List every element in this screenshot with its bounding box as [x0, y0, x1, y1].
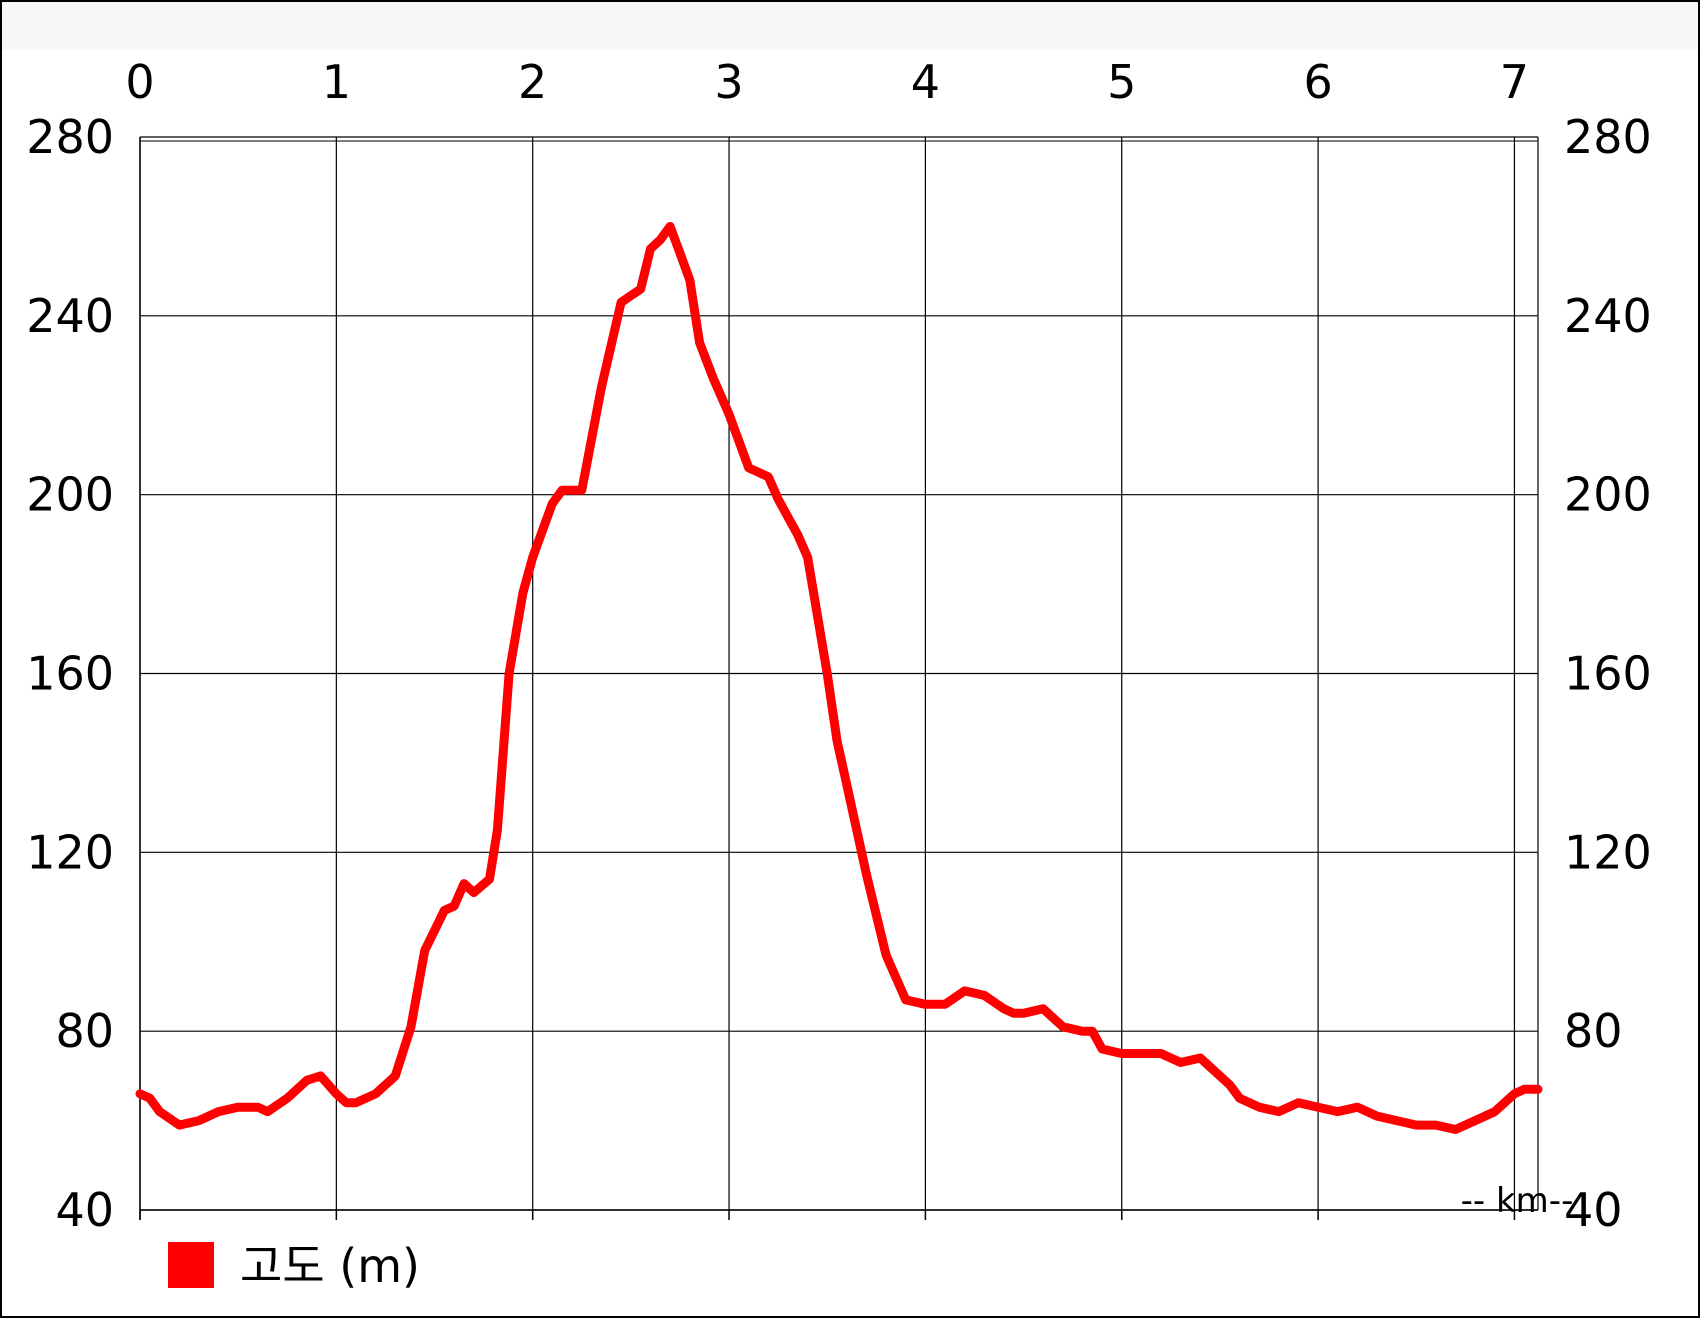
y-tick-label-left-6: 280 — [26, 110, 114, 164]
y-tick-labels-right: 40 80 120 160 200 240 280 — [1564, 110, 1652, 1237]
y-tick-label-left-2: 120 — [26, 825, 114, 879]
y-tick-label-right-0: 40 — [1564, 1183, 1623, 1237]
y-tick-label-left-3: 160 — [26, 647, 114, 701]
y-tick-label-right-3: 160 — [1564, 647, 1652, 701]
legend-label: 고도 (m) — [240, 1239, 420, 1293]
x-tick-label-2: 2 — [518, 55, 547, 109]
grid-lines — [139, 136, 1539, 1211]
y-tick-label-right-5: 240 — [1564, 289, 1652, 343]
legend-swatch — [168, 1242, 214, 1288]
y-tick-label-left-0: 40 — [55, 1183, 114, 1237]
y-tick-labels-left: 40 80 120 160 200 240 280 — [26, 110, 114, 1237]
x-tick-label-5: 5 — [1107, 55, 1136, 109]
y-tick-label-right-4: 200 — [1564, 468, 1652, 522]
y-tick-label-right-1: 80 — [1564, 1004, 1623, 1058]
y-tick-label-right-6: 280 — [1564, 110, 1652, 164]
series-layer — [135, 221, 1543, 1134]
x-tick-label-3: 3 — [714, 55, 743, 109]
x-tick-label-4: 4 — [911, 55, 940, 109]
x-tick-label-1: 1 — [322, 55, 351, 109]
y-tick-label-right-2: 120 — [1564, 825, 1652, 879]
x-tick-label-7: 7 — [1500, 55, 1529, 109]
y-tick-label-left-4: 200 — [26, 468, 114, 522]
axes — [139, 137, 1538, 1220]
x-tick-labels: 0 1 2 3 4 5 6 7 — [125, 55, 1529, 109]
top-band — [2, 2, 1698, 50]
x-axis-unit-label: -- km-- — [1461, 1181, 1574, 1221]
x-tick-label-0: 0 — [125, 55, 154, 109]
legend: 고도 (m) — [168, 1239, 420, 1293]
x-tick-label-6: 6 — [1303, 55, 1332, 109]
y-tick-label-left-1: 80 — [55, 1004, 114, 1058]
series-line-0 — [135, 221, 1543, 1134]
y-tick-label-left-5: 240 — [26, 289, 114, 343]
